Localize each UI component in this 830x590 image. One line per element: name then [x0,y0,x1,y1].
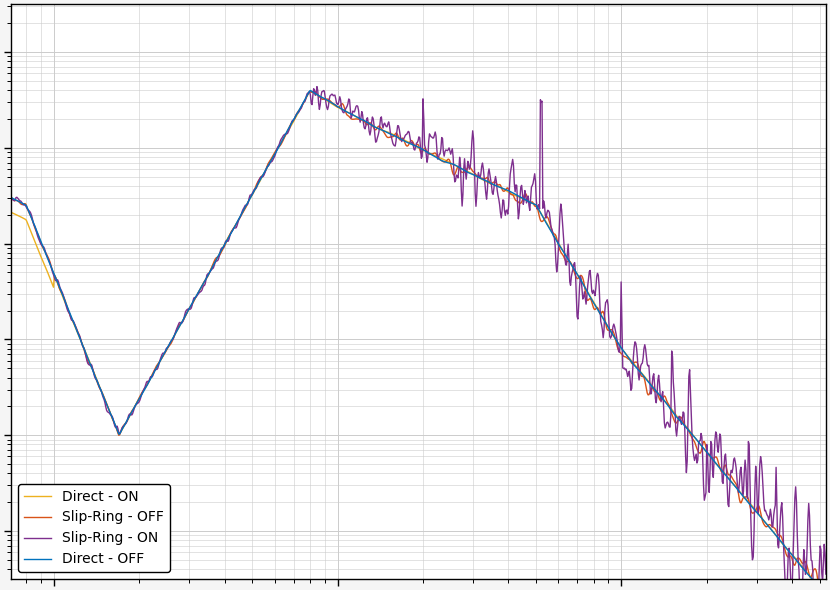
Legend: Direct - ON, Slip-Ring - OFF, Slip-Ring - ON, Direct - OFF: Direct - ON, Slip-Ring - OFF, Slip-Ring … [18,484,170,572]
Line: Slip-Ring - OFF: Slip-Ring - OFF [11,91,826,590]
Slip-Ring - ON [642,360,652,368]
Slip-Ring - ON [821,571,830,578]
Direct - ON [305,87,315,94]
Direct - ON [566,261,576,268]
Slip-Ring - OFF [366,120,376,127]
Slip-Ring - OFF [566,260,576,267]
Slip-Ring - OFF [310,88,320,95]
Slip-Ring - ON [336,103,346,110]
Slip-Ring - ON [6,196,16,203]
Line: Direct - ON: Direct - ON [11,91,826,590]
Direct - OFF [90,371,100,378]
Direct - OFF [642,377,652,384]
Slip-Ring - OFF [6,194,16,201]
Direct - OFF [6,194,16,201]
Slip-Ring - OFF [642,389,652,396]
Direct - OFF [366,121,376,128]
Line: Direct - OFF: Direct - OFF [11,90,826,590]
Slip-Ring - ON [566,273,576,280]
Direct - OFF [336,105,346,112]
Slip-Ring - OFF [90,371,100,378]
Direct - ON [90,370,100,377]
Slip-Ring - ON [657,392,666,399]
Direct - OFF [566,261,576,268]
Direct - ON [657,395,666,402]
Slip-Ring - OFF [657,396,666,404]
Line: Slip-Ring - ON: Slip-Ring - ON [11,87,826,590]
Direct - ON [366,122,376,129]
Direct - ON [6,209,16,216]
Slip-Ring - ON [90,372,100,379]
Direct - OFF [305,87,315,94]
Direct - OFF [657,394,666,401]
Slip-Ring - OFF [336,100,346,107]
Slip-Ring - ON [312,83,322,90]
Direct - ON [642,376,652,384]
Slip-Ring - ON [366,127,376,135]
Slip-Ring - OFF [821,581,830,588]
Direct - ON [336,106,346,113]
